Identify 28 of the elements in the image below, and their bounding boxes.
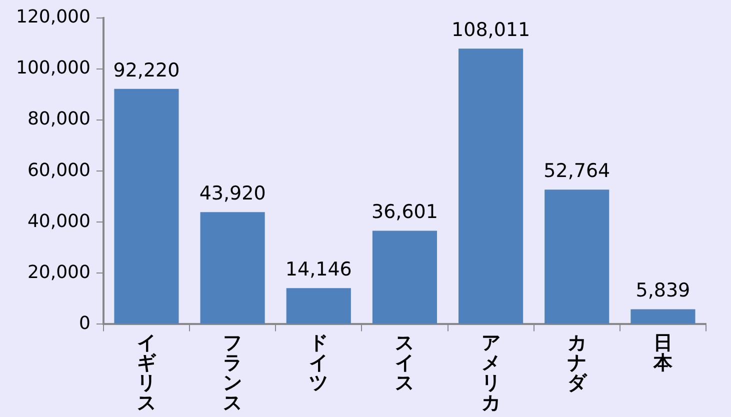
data-label: 14,146 bbox=[285, 258, 352, 281]
x-tick-label: ドイツ bbox=[309, 332, 328, 394]
y-tick-label: 100,000 bbox=[16, 58, 90, 79]
y-tick-label: 20,000 bbox=[27, 262, 90, 283]
y-tick-label: 0 bbox=[78, 312, 90, 334]
bar bbox=[200, 212, 265, 324]
data-label: 5,839 bbox=[636, 280, 690, 302]
y-tick-label: 60,000 bbox=[27, 160, 90, 181]
data-label: 43,920 bbox=[199, 182, 266, 205]
x-tick-label: 日本 bbox=[652, 332, 674, 374]
x-tick-label: カナダ bbox=[567, 332, 588, 394]
x-tick-label: イギリス bbox=[136, 332, 157, 414]
bar bbox=[630, 309, 696, 324]
data-label: 108,011 bbox=[452, 19, 530, 42]
x-tick-label: アメリカ bbox=[481, 332, 500, 414]
bar bbox=[544, 190, 610, 324]
y-tick-label: 120,000 bbox=[16, 6, 90, 28]
y-tick-label: 80,000 bbox=[27, 108, 90, 130]
bar bbox=[372, 230, 437, 324]
data-label: 52,764 bbox=[544, 160, 610, 182]
x-tick-label: フランス bbox=[223, 332, 242, 414]
bar bbox=[114, 88, 179, 324]
data-label: 92,220 bbox=[113, 59, 180, 82]
bar bbox=[286, 288, 351, 324]
x-tick-label: スイス bbox=[395, 332, 414, 394]
data-label: 36,601 bbox=[371, 201, 438, 224]
bar bbox=[458, 48, 524, 324]
y-tick-label: 40,000 bbox=[27, 210, 90, 232]
